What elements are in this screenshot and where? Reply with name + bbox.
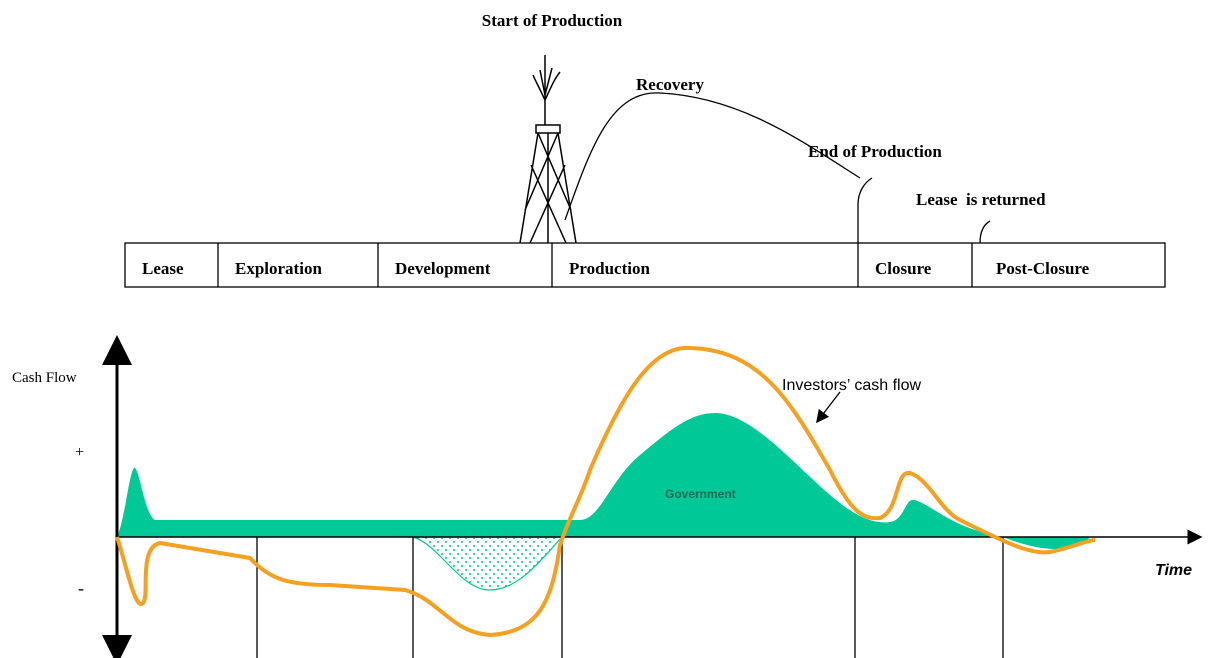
plus: + xyxy=(75,444,84,461)
x-label: Time xyxy=(1155,562,1192,579)
investors-arrow xyxy=(820,392,840,418)
development-area xyxy=(413,537,562,590)
y-label: Cash Flow xyxy=(12,370,77,386)
phase: Lease xyxy=(142,259,184,278)
derrick xyxy=(520,55,576,243)
label-start: Start of Production xyxy=(482,11,623,30)
investors-line xyxy=(117,348,1095,635)
phase: Development xyxy=(395,259,491,278)
minus: - xyxy=(78,578,84,598)
lease-curve xyxy=(980,221,990,243)
phase: Closure xyxy=(875,259,932,278)
label-recovery: Recovery xyxy=(636,75,704,94)
page: Start of Production Recovery End of Prod… xyxy=(0,0,1212,658)
government-label: Government xyxy=(665,487,736,501)
phase: Production xyxy=(569,259,650,278)
phase: Exploration xyxy=(235,259,322,278)
label-lease-returned: Lease is returned xyxy=(916,190,1046,209)
phase-lines xyxy=(257,537,1003,658)
phase: Post-Closure xyxy=(996,259,1090,278)
investors-label: Investors’ cash flow xyxy=(782,377,921,394)
diagram: Start of Production Recovery End of Prod… xyxy=(0,0,1212,658)
closure-curve xyxy=(858,178,872,243)
